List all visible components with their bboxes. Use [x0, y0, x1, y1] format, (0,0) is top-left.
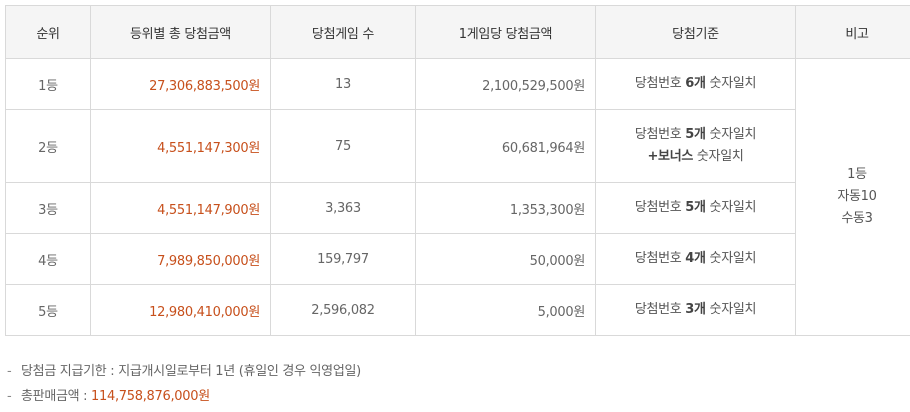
table-row: 4등 7,989,850,000원 159,797 50,000원 당첨번호 4… — [6, 234, 910, 285]
criteria-text: 당첨번호 — [635, 127, 685, 142]
total-prize-cell: 27,306,883,500원 — [91, 59, 271, 110]
criteria-count: 4개 — [685, 251, 705, 266]
criteria-text: 당첨번호 — [635, 76, 685, 91]
criteria-cell: 당첨번호 5개 숫자일치 — [596, 183, 796, 234]
note-bullet: - — [7, 387, 21, 407]
criteria-count: 3개 — [685, 302, 705, 317]
rank-cell: 3등 — [6, 183, 91, 234]
header-rank: 순위 — [6, 6, 91, 59]
header-winner-count: 당첨게임 수 — [271, 6, 416, 59]
note-bullet: - — [7, 362, 21, 382]
table-header-row: 순위 등위별 총 당첨금액 당첨게임 수 1게임당 당첨금액 당첨기준 비고 — [6, 6, 910, 59]
criteria-cell: 당첨번호 6개 숫자일치 — [596, 59, 796, 110]
header-remark: 비고 — [796, 6, 910, 59]
table-row: 1등 27,306,883,500원 13 2,100,529,500원 당첨번… — [6, 59, 910, 110]
criteria-cell: 당첨번호 5개 숫자일치 +보너스 숫자일치 — [596, 110, 796, 183]
rank-cell: 4등 — [6, 234, 91, 285]
note-label: 총판매금액 : — [21, 389, 91, 404]
table-row: 2등 4,551,147,300원 75 60,681,964원 당첨번호 5개… — [6, 110, 910, 183]
prize-per-game-cell: 1,353,300원 — [416, 183, 596, 234]
note-payment-deadline: -당첨금 지급기한 : 지급개시일로부터 1년 (휴일인 경우 익영업일) — [7, 362, 887, 387]
prize-table-wrapper: 순위 등위별 총 당첨금액 당첨게임 수 1게임당 당첨금액 당첨기준 비고 1… — [5, 5, 908, 336]
criteria-line: +보너스 숫자일치 — [606, 146, 785, 168]
winner-count-cell: 2,596,082 — [271, 285, 416, 336]
winner-count-cell: 159,797 — [271, 234, 416, 285]
remark-line: 수동3 — [806, 208, 908, 230]
notes-list: -당첨금 지급기한 : 지급개시일로부터 1년 (휴일인 경우 익영업일) -총… — [7, 362, 887, 412]
table-row: 5등 12,980,410,000원 2,596,082 5,000원 당첨번호… — [6, 285, 910, 336]
rank-cell: 5등 — [6, 285, 91, 336]
winner-count-cell: 13 — [271, 59, 416, 110]
criteria-text: 숫자일치 — [706, 302, 756, 317]
prize-per-game-cell: 60,681,964원 — [416, 110, 596, 183]
criteria-count: 6개 — [685, 76, 705, 91]
table-row: 3등 4,551,147,900원 3,363 1,353,300원 당첨번호 … — [6, 183, 910, 234]
total-prize-cell: 4,551,147,300원 — [91, 110, 271, 183]
note-text: 당첨금 지급기한 : 지급개시일로부터 1년 (휴일인 경우 익영업일) — [21, 364, 361, 379]
criteria-text: 숫자일치 — [706, 76, 756, 91]
prize-per-game-cell: 5,000원 — [416, 285, 596, 336]
prize-table: 순위 등위별 총 당첨금액 당첨게임 수 1게임당 당첨금액 당첨기준 비고 1… — [5, 5, 910, 336]
criteria-text: 숫자일치 — [706, 251, 756, 266]
total-prize-cell: 12,980,410,000원 — [91, 285, 271, 336]
winner-count-cell: 75 — [271, 110, 416, 183]
header-prize-per-game: 1게임당 당첨금액 — [416, 6, 596, 59]
rank-cell: 1등 — [6, 59, 91, 110]
criteria-count: 5개 — [685, 200, 705, 215]
criteria-text: 당첨번호 — [635, 302, 685, 317]
note-total-sales: -총판매금액 : 114,758,876,000원 — [7, 387, 887, 412]
rank-cell: 2등 — [6, 110, 91, 183]
remark-line: 1등 — [806, 164, 908, 186]
prize-per-game-cell: 50,000원 — [416, 234, 596, 285]
header-criteria: 당첨기준 — [596, 6, 796, 59]
criteria-text: 숫자일치 — [706, 127, 756, 142]
criteria-text: 당첨번호 — [635, 200, 685, 215]
winner-count-cell: 3,363 — [271, 183, 416, 234]
criteria-line: 당첨번호 5개 숫자일치 — [606, 124, 785, 146]
criteria-cell: 당첨번호 4개 숫자일치 — [596, 234, 796, 285]
criteria-cell: 당첨번호 3개 숫자일치 — [596, 285, 796, 336]
total-prize-cell: 7,989,850,000원 — [91, 234, 271, 285]
criteria-count: 5개 — [685, 127, 705, 142]
criteria-text: 숫자일치 — [706, 200, 756, 215]
total-sales-value: 114,758,876,000원 — [91, 389, 210, 404]
header-total-prize: 등위별 총 당첨금액 — [91, 6, 271, 59]
criteria-bonus: +보너스 — [647, 149, 693, 164]
total-prize-cell: 4,551,147,900원 — [91, 183, 271, 234]
criteria-text: 숫자일치 — [693, 149, 743, 164]
prize-per-game-cell: 2,100,529,500원 — [416, 59, 596, 110]
remark-cell: 1등 자동10 수동3 — [796, 59, 910, 336]
remark-line: 자동10 — [806, 186, 908, 208]
criteria-text: 당첨번호 — [635, 251, 685, 266]
